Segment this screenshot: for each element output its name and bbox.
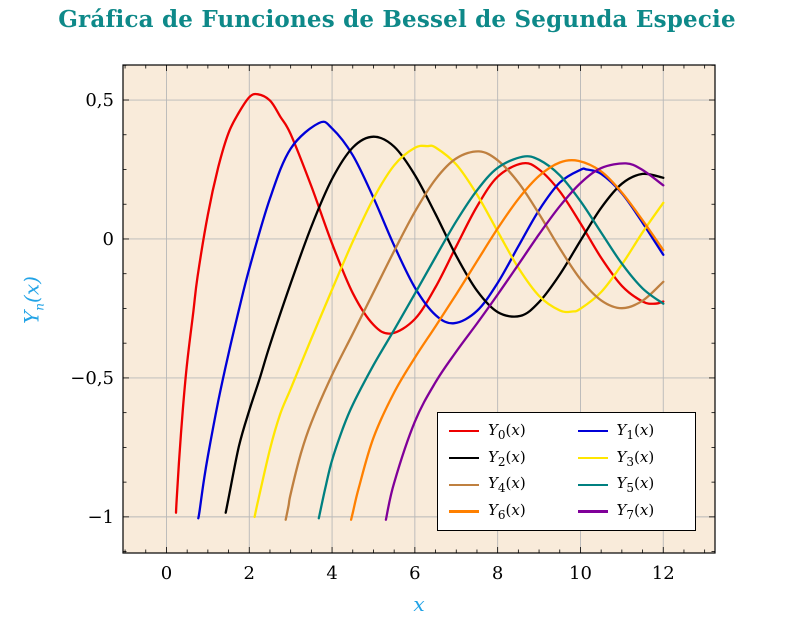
curve-Y7	[384, 162, 665, 521]
legend-item-Y7: Y7(x)	[567, 501, 696, 522]
legend-item-Y4: Y4(x)	[438, 474, 567, 495]
legend-item-Y6: Y6(x)	[438, 501, 567, 522]
y-tick-label: 0	[103, 229, 114, 250]
plot-frame	[122, 64, 716, 554]
x-tick-label: 4	[326, 563, 337, 584]
legend-item-label: Y6(x)	[488, 501, 526, 523]
y-tick-label: 0,5	[85, 90, 114, 111]
y-tick-label: −0,5	[70, 368, 114, 389]
legend-item-label: Y4(x)	[488, 474, 526, 496]
x-tick-label: 8	[492, 563, 503, 584]
legend-item-label: Y1(x)	[616, 420, 655, 442]
y-axis-label: Yn(x)	[19, 276, 47, 324]
x-tick-label: 12	[652, 563, 675, 584]
legend-line-sample	[449, 456, 479, 460]
x-tick-label: 0	[161, 563, 172, 584]
legend-item-Y5: Y5(x)	[567, 474, 696, 495]
legend-line-sample	[577, 456, 608, 460]
x-tick-label: 10	[569, 563, 592, 584]
curve-Y2	[224, 135, 665, 514]
legend-item-Y3: Y3(x)	[567, 448, 696, 469]
legend-item-label: Y7(x)	[616, 501, 655, 523]
curve-Y5	[317, 155, 665, 520]
x-tick-label: 6	[409, 563, 420, 584]
curve-Y1	[197, 120, 665, 520]
legend-line-sample	[449, 483, 479, 487]
curve-Y3	[253, 144, 665, 519]
legend-item-label: Y3(x)	[616, 447, 655, 469]
legend-box: Y0(x) Y1(x) Y2(x) Y3(x) Y4(x) Y5(x) Y6(x) Y7(x)	[437, 412, 696, 531]
legend-line-sample	[449, 510, 479, 513]
x-axis-label: x	[413, 592, 425, 616]
curve-Y6	[349, 158, 665, 521]
legend-line-sample	[577, 510, 608, 513]
x-tick-label: 2	[244, 563, 255, 584]
legend-item-label: Y0(x)	[488, 420, 526, 442]
legend-item-Y1: Y1(x)	[567, 421, 696, 442]
legend-line-sample	[577, 483, 608, 487]
legend-line-sample	[577, 430, 608, 433]
legend-line-sample	[449, 430, 479, 433]
curve-Y4	[284, 150, 665, 521]
legend-item-label: Y5(x)	[616, 474, 655, 496]
y-tick-label: −1	[87, 507, 114, 528]
legend-item-label: Y2(x)	[488, 447, 526, 469]
legend-item-Y0: Y0(x)	[438, 421, 567, 442]
legend-item-Y2: Y2(x)	[438, 448, 567, 469]
chart-title: Gráfica de Funciones de Bessel de Segund…	[58, 6, 736, 33]
